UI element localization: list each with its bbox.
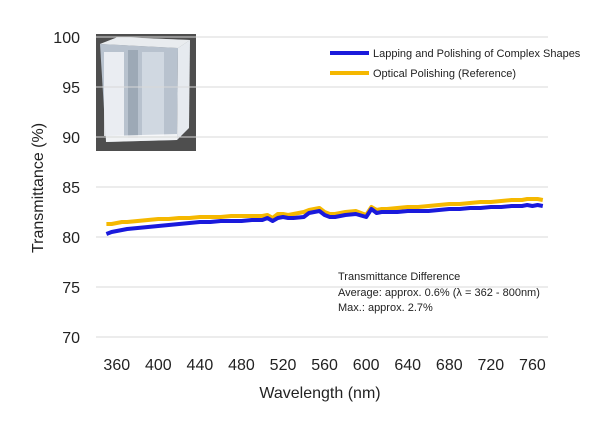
y-tick-label: 70 <box>62 330 80 347</box>
x-tick-label: 640 <box>394 357 421 374</box>
legend: Lapping and Polishing of Complex Shapes … <box>318 40 581 86</box>
transmittance-difference-note: Transmittance Difference Average: approx… <box>338 270 540 317</box>
y-tick-label: 100 <box>53 30 80 47</box>
y-axis-label: Transmittance (%) <box>30 123 47 253</box>
x-tick-label: 760 <box>519 357 546 374</box>
y-tick-label: 85 <box>62 180 80 197</box>
x-tick-label: 520 <box>270 357 297 374</box>
x-tick-label: 600 <box>353 357 380 374</box>
y-axis-ticks: 70 75 80 85 90 95 100 <box>53 30 80 347</box>
x-axis-ticks: 360 400 440 480 520 560 600 640 680 720 760 <box>103 357 545 374</box>
x-tick-label: 680 <box>436 357 463 374</box>
series-line-lapping <box>105 203 544 236</box>
y-tick-label: 80 <box>62 230 80 247</box>
y-tick-label: 95 <box>62 80 80 97</box>
x-tick-label: 360 <box>103 357 130 374</box>
x-tick-label: 560 <box>311 357 338 374</box>
series-line-optical <box>106 197 544 226</box>
y-tick-label: 90 <box>62 130 80 147</box>
series-lines <box>105 197 544 236</box>
note-max: Max.: approx. 2.7% <box>338 302 433 314</box>
x-tick-label: 720 <box>477 357 504 374</box>
note-title: Transmittance Difference <box>338 271 461 283</box>
glass-block-photo <box>96 34 196 151</box>
y-tick-label: 75 <box>62 280 80 297</box>
x-tick-label: 480 <box>228 357 255 374</box>
legend-label-optical: Optical Polishing (Reference) <box>373 68 516 80</box>
x-axis-label: Wavelength (nm) <box>259 385 380 402</box>
x-tick-label: 440 <box>187 357 214 374</box>
horizontal-gridlines <box>96 36 548 338</box>
note-average: Average: approx. 0.6% (λ = 362 - 800nm) <box>338 286 540 299</box>
x-tick-label: 400 <box>145 357 172 374</box>
legend-label-lapping: Lapping and Polishing of Complex Shapes <box>373 48 581 60</box>
